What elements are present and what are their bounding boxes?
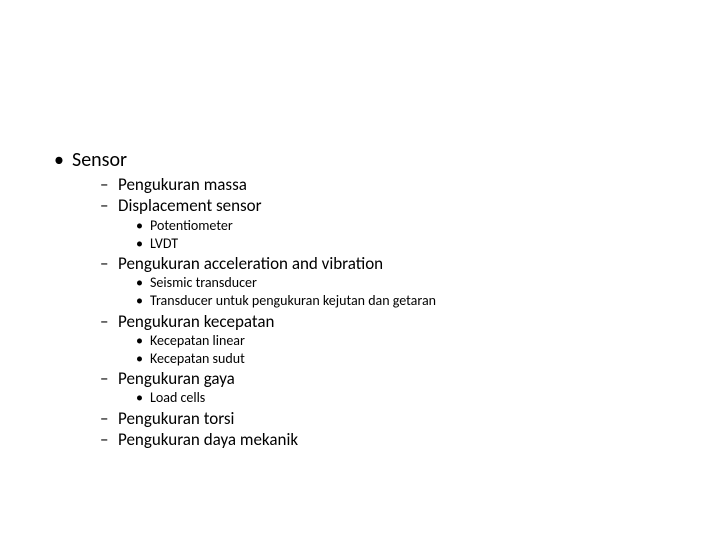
list-level3-item: •Transducer untuk pengukuran kejutan dan… — [136, 292, 720, 310]
list-level2-item: –Pengukuran kecepatan — [100, 311, 720, 332]
l2-text: Pengukuran kecepatan — [118, 311, 274, 332]
bullet-l3: • — [136, 389, 150, 407]
list-level2-item: –Pengukuran gaya — [100, 368, 720, 389]
l3-text: Potentiometer — [150, 217, 233, 234]
list-level2-item: –Pengukuran acceleration and vibration — [100, 253, 720, 274]
bullet-l1: • — [54, 148, 72, 172]
list-level3-block: •Potentiometer •LVDT — [100, 217, 720, 253]
list-level3-item: •Potentiometer — [136, 217, 720, 235]
bullet-l2: – — [100, 174, 118, 195]
bullet-l3: • — [136, 274, 150, 292]
bullet-l3: • — [136, 332, 150, 350]
bullet-l2: – — [100, 311, 118, 332]
bullet-l2: – — [100, 253, 118, 274]
list-level1-item: •Sensor — [54, 148, 720, 172]
l2-text: Pengukuran torsi — [118, 408, 234, 429]
l2-text: Pengukuran gaya — [118, 368, 235, 389]
bullet-l3: • — [136, 217, 150, 235]
list-level2-block: –Pengukuran massa –Displacement sensor •… — [54, 174, 720, 450]
list-level2-item: –Displacement sensor — [100, 195, 720, 216]
bullet-l2: – — [100, 429, 118, 450]
l3-text: LVDT — [150, 235, 178, 252]
list-level2-item: –Pengukuran massa — [100, 174, 720, 195]
l3-text: Load cells — [150, 389, 205, 406]
l3-text: Kecepatan linear — [150, 332, 245, 349]
l3-text: Kecepatan sudut — [150, 350, 245, 367]
bullet-l3: • — [136, 292, 150, 310]
list-level2-item: –Pengukuran torsi — [100, 408, 720, 429]
l2-text: Pengukuran daya mekanik — [118, 429, 298, 450]
l2-text: Pengukuran massa — [118, 174, 247, 195]
bullet-l2: – — [100, 195, 118, 216]
bullet-l2: – — [100, 408, 118, 429]
list-level3-item: •Seismic transducer — [136, 274, 720, 292]
list-level2-item: –Pengukuran daya mekanik — [100, 429, 720, 450]
slide: •Sensor –Pengukuran massa –Displacement … — [0, 0, 720, 540]
l2-text: Displacement sensor — [118, 195, 262, 216]
list-level3-block: •Kecepatan linear •Kecepatan sudut — [100, 332, 720, 368]
list-level3-item: •Kecepatan linear — [136, 332, 720, 350]
list-level3-item: •LVDT — [136, 235, 720, 253]
l3-text: Seismic transducer — [150, 274, 257, 291]
l3-text: Transducer untuk pengukuran kejutan dan … — [150, 292, 436, 309]
bullet-l2: – — [100, 368, 118, 389]
list-level3-item: •Load cells — [136, 389, 720, 407]
l2-text: Pengukuran acceleration and vibration — [118, 253, 383, 274]
bullet-l3: • — [136, 235, 150, 253]
bullet-l3: • — [136, 350, 150, 368]
l1-text: Sensor — [72, 148, 127, 172]
list-level3-item: •Kecepatan sudut — [136, 350, 720, 368]
list-level3-block: •Load cells — [100, 389, 720, 407]
list-level3-block: •Seismic transducer •Transducer untuk pe… — [100, 274, 720, 310]
